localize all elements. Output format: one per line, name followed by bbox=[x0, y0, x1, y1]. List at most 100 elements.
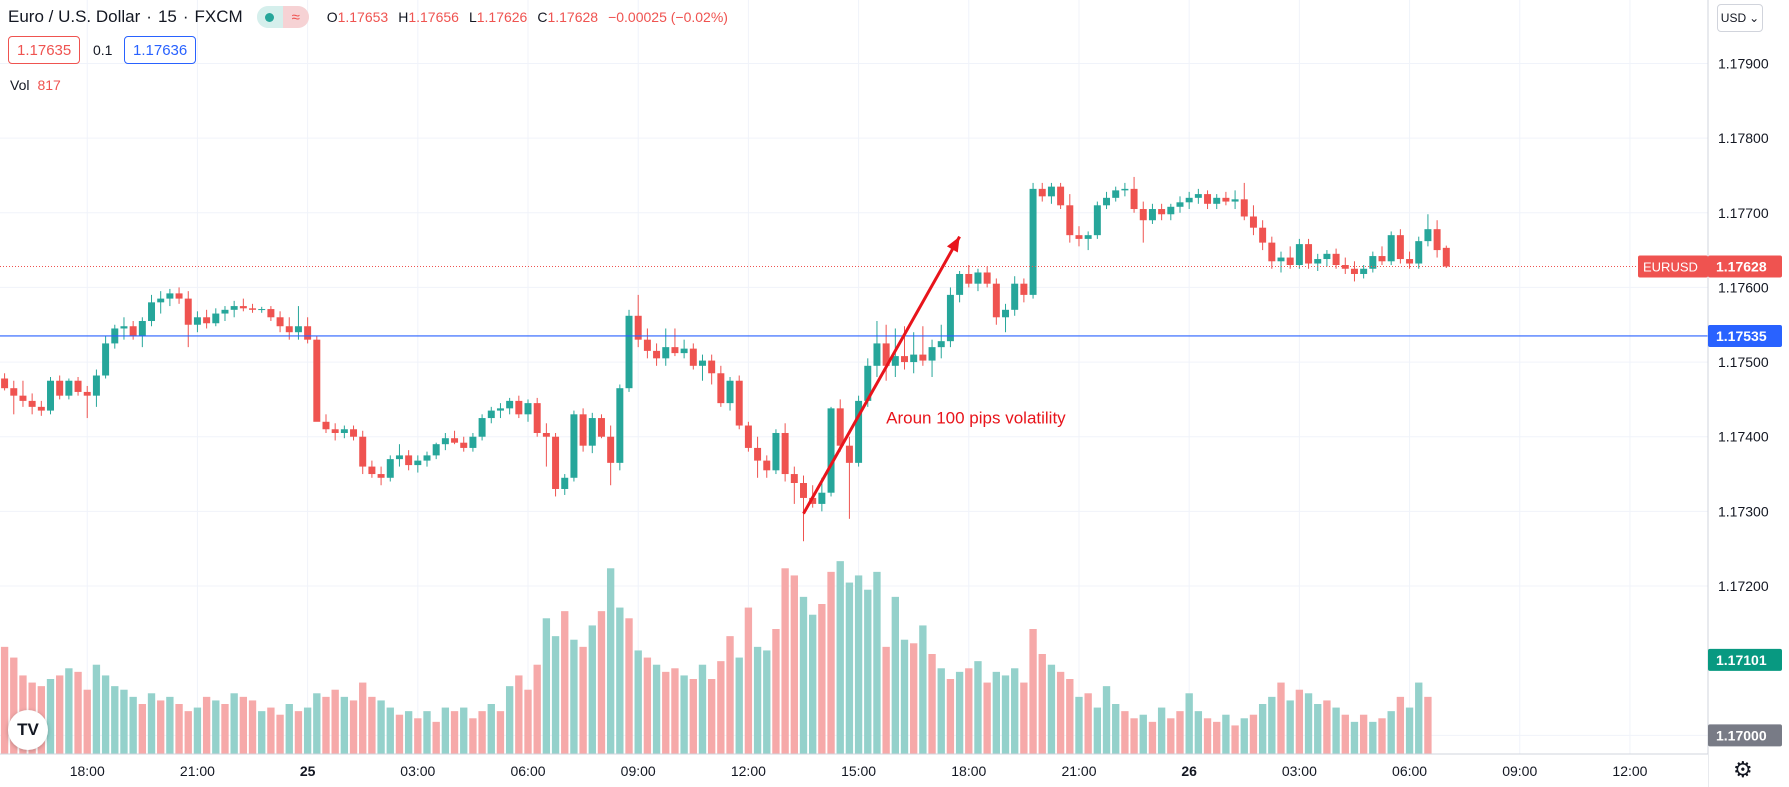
volume-bar bbox=[1304, 693, 1313, 754]
separator: · bbox=[146, 7, 152, 26]
volume-bar bbox=[799, 596, 808, 754]
volume-bar bbox=[634, 650, 642, 754]
volume-bar bbox=[910, 643, 918, 754]
volume-bar bbox=[570, 639, 578, 754]
candle-body bbox=[1231, 199, 1239, 202]
candle-body bbox=[1011, 283, 1019, 310]
candle-body bbox=[698, 360, 706, 366]
volume-bar bbox=[395, 714, 404, 754]
volume-bar bbox=[1157, 707, 1166, 754]
candle-body bbox=[1167, 206, 1175, 215]
candle-body bbox=[1433, 229, 1441, 251]
volume-bar bbox=[1084, 693, 1092, 754]
candle-body bbox=[1314, 259, 1322, 264]
candle-body bbox=[1084, 235, 1092, 239]
volume-bar bbox=[616, 607, 624, 754]
volume-bar bbox=[74, 671, 82, 754]
price-tick-label: 1.17400 bbox=[1718, 429, 1769, 445]
gear-icon[interactable]: ⚙ bbox=[1733, 757, 1753, 782]
candle-body bbox=[1, 378, 9, 389]
candle-body bbox=[910, 354, 918, 363]
price-badge: 1.17101 bbox=[1708, 648, 1782, 671]
volume-bar bbox=[129, 696, 137, 754]
candle-body bbox=[956, 273, 964, 295]
candle-body bbox=[92, 375, 100, 396]
volume-bar bbox=[1056, 671, 1065, 754]
candle-body bbox=[515, 400, 523, 415]
currency-selector[interactable]: USD ⌄ bbox=[1717, 4, 1763, 32]
volume-bar bbox=[469, 718, 477, 754]
candle-body bbox=[1323, 253, 1331, 260]
candle-body bbox=[1093, 205, 1101, 236]
volume-bar bbox=[221, 704, 229, 754]
time-tick-label: 12:00 bbox=[731, 763, 766, 779]
volume-bar bbox=[717, 661, 725, 754]
time-tick-label: 03:00 bbox=[1282, 763, 1317, 779]
candle-body bbox=[717, 373, 725, 404]
volume-bar bbox=[184, 711, 192, 754]
candle-body bbox=[634, 315, 642, 340]
candle-body bbox=[313, 339, 321, 422]
candle-body bbox=[377, 474, 385, 478]
volume-bar bbox=[1231, 725, 1239, 754]
volume-bar bbox=[753, 646, 762, 754]
candle-body bbox=[974, 272, 982, 284]
candle-body bbox=[680, 348, 688, 354]
symbol-name[interactable]: Euro / U.S. Dollar bbox=[8, 7, 141, 26]
annotation-arrow bbox=[802, 235, 961, 515]
price-badge-value: 1.17535 bbox=[1716, 328, 1767, 344]
price-badge: 1.17535 bbox=[1708, 324, 1782, 347]
candle-body bbox=[579, 414, 587, 446]
candle-body bbox=[157, 298, 165, 303]
high-value: 1.17656 bbox=[408, 9, 459, 25]
volume-bar bbox=[147, 693, 156, 754]
buy-quote-button[interactable]: 1.17636 bbox=[124, 36, 197, 64]
candle-body bbox=[1378, 256, 1386, 262]
market-status-pill[interactable]: ≈ bbox=[256, 6, 309, 28]
candle-body bbox=[478, 418, 486, 437]
volume-bar bbox=[1341, 714, 1349, 754]
volume-bar bbox=[551, 636, 560, 754]
candle-body bbox=[65, 380, 73, 396]
price-badge-value: 1.17101 bbox=[1716, 652, 1767, 668]
candle-body bbox=[1406, 259, 1414, 264]
candle-body bbox=[772, 432, 780, 471]
volume-legend[interactable]: Vol 817 bbox=[10, 77, 61, 93]
volume-bar bbox=[845, 582, 854, 754]
volume-bar bbox=[1112, 704, 1120, 754]
volume-bar bbox=[303, 707, 312, 754]
volume-bar bbox=[0, 646, 9, 754]
volume-bar bbox=[1020, 682, 1028, 754]
tradingview-logo[interactable]: TV bbox=[8, 710, 48, 750]
price-badge-bg bbox=[1708, 648, 1782, 671]
volume-bar bbox=[873, 571, 881, 754]
volume-bar bbox=[138, 704, 147, 754]
sell-quote-button[interactable]: 1.17635 bbox=[8, 36, 81, 64]
volume-bar bbox=[781, 568, 789, 754]
volume-bar bbox=[928, 654, 936, 754]
volume-bar bbox=[1268, 696, 1276, 754]
candle-body bbox=[1277, 257, 1285, 262]
volume-bar bbox=[652, 664, 661, 754]
wave-icon: ≈ bbox=[282, 6, 309, 28]
candle-body bbox=[855, 400, 863, 463]
candle-body bbox=[47, 380, 54, 411]
volume-bar bbox=[239, 696, 248, 754]
candle-body bbox=[37, 406, 45, 411]
volume-bar bbox=[1176, 711, 1184, 754]
candle-body bbox=[414, 460, 422, 466]
close-value: 1.17628 bbox=[547, 9, 599, 25]
volume-bar bbox=[359, 682, 367, 754]
candle-body bbox=[1194, 194, 1202, 198]
price-tick-label: 1.17300 bbox=[1718, 503, 1769, 519]
candle-body bbox=[469, 436, 477, 448]
interval-label[interactable]: 15 bbox=[157, 7, 177, 26]
candle-body bbox=[1204, 194, 1212, 204]
candle-body bbox=[726, 380, 734, 404]
volume-bar bbox=[965, 668, 973, 754]
candle-body bbox=[1442, 247, 1450, 267]
candle-body bbox=[533, 403, 541, 433]
volume-bar bbox=[1332, 707, 1340, 754]
volume-bar bbox=[414, 718, 422, 754]
